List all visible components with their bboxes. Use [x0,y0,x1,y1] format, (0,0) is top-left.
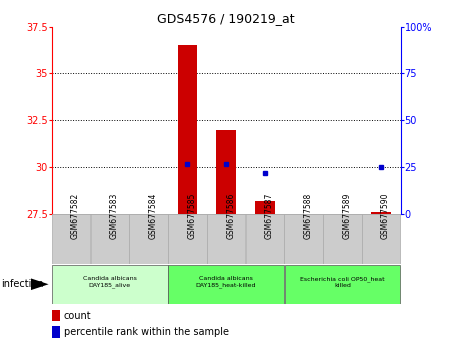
Text: GSM677585: GSM677585 [187,193,196,239]
Text: GSM677583: GSM677583 [110,193,119,239]
Bar [52,309,60,321]
Text: GSM677584: GSM677584 [148,193,157,239]
Bar [323,214,361,264]
Polygon shape [31,278,49,290]
Bar [178,45,197,214]
Text: Escherichia coli OP50_heat
killed: Escherichia coli OP50_heat killed [300,276,385,288]
Bar [207,214,245,264]
Title: GDS4576 / 190219_at: GDS4576 / 190219_at [158,12,295,25]
Bar [362,214,400,264]
Bar [52,326,60,338]
Bar [371,212,391,214]
Bar [246,214,284,264]
Text: GSM677587: GSM677587 [265,193,274,239]
Text: Candida albicans
DAY185_heat-killed: Candida albicans DAY185_heat-killed [196,276,256,288]
Bar [285,264,400,304]
Bar [91,214,129,264]
Bar [255,201,274,214]
Text: GSM677586: GSM677586 [226,193,235,239]
Text: count: count [64,310,92,321]
Bar [216,130,236,214]
Bar [52,214,90,264]
Text: infection: infection [1,279,43,289]
Bar [284,214,323,264]
Bar [168,214,207,264]
Bar [52,264,167,304]
Text: GSM677590: GSM677590 [381,193,390,239]
Bar [130,214,168,264]
Bar [168,264,284,304]
Text: GSM677589: GSM677589 [342,193,351,239]
Text: GSM677582: GSM677582 [71,193,80,239]
Text: GSM677588: GSM677588 [304,193,313,239]
Text: Candida albicans
DAY185_alive: Candida albicans DAY185_alive [83,276,137,288]
Text: percentile rank within the sample: percentile rank within the sample [64,327,229,337]
